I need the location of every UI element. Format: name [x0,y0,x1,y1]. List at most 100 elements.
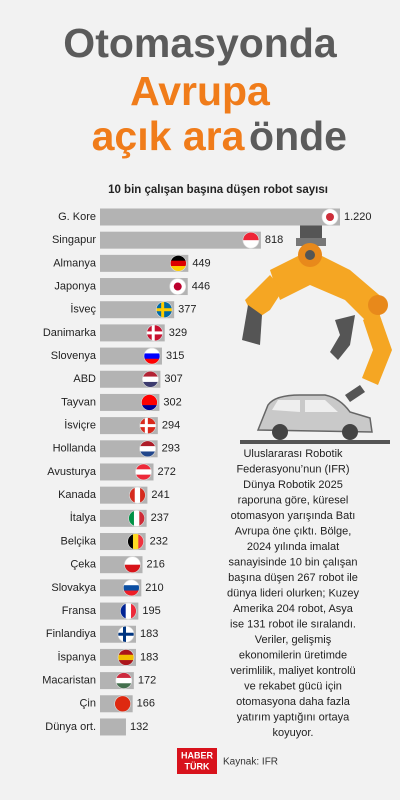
value-label: 315 [166,350,184,362]
flag-ring [141,394,158,411]
flag-ring [143,347,161,365]
flag-stripe [118,654,134,661]
value-label: 172 [138,675,156,687]
title-line: açık ara [92,113,246,159]
title-line: Avrupa [130,68,271,114]
annotation-line: dünya lideri olurken; Kuzey [227,587,360,599]
flag-stripe [115,677,132,684]
flag [118,626,134,643]
flag [156,301,173,318]
category-label: Almanya [53,257,97,269]
value-label: 272 [158,466,176,478]
flag [129,487,146,504]
flag [170,255,187,272]
flag-stripe [115,683,132,689]
flag [127,533,144,550]
flag-stripe [131,603,137,620]
category-label: İsveç [70,303,96,316]
annotation-line: başına düşen 267 robot ile [228,572,358,584]
flag-stripe [170,260,187,267]
flag-stripe [123,585,140,591]
flag-ring [117,625,135,643]
flag-stripe [129,487,136,504]
annotation-line: otomasyona daha fazla [236,696,351,708]
flag [114,695,131,712]
value-label: 232 [150,535,168,547]
category-label: Kanada [58,489,97,501]
flag-stripe [132,533,139,550]
flag-stripe [170,255,187,261]
flag-stripe [124,556,141,565]
flag-stripe [128,510,135,527]
logo-text: TÜRK [185,761,210,771]
flag-stripe [125,603,132,620]
value-label: 183 [140,651,158,663]
value-label: 183 [140,628,158,640]
flag-ring [114,695,131,713]
flag-cross [161,301,165,318]
value-label: 216 [146,559,164,571]
flag [322,209,338,225]
bar [100,301,175,319]
source: Kaynak: IFR [223,757,278,768]
flag-cross [144,417,148,434]
flag-ring [142,370,159,388]
flag-stripe [123,579,140,586]
robot-illustration [240,222,392,444]
flag [123,579,140,596]
flag-stripe [143,348,160,354]
annotation-line: sanayisinde 10 bin çalışan [228,556,357,568]
flag-stripe [124,564,141,573]
category-label: Finlandiya [46,628,97,640]
flag-stripe [139,446,156,452]
flag-ring [146,324,164,342]
subtitle: 10 bin çalışan başına düşen robot sayısı [108,184,328,196]
logo: HABER TÜRK [177,748,217,774]
flag-stripe [127,533,134,550]
annotation-line: Dünya Robotik 2025 [243,479,343,491]
bar [100,208,340,226]
annotation-line: ekonomilerin üretimde [239,649,347,661]
flag [118,649,134,666]
annotation-line: Uluslararası Robotik [243,448,343,460]
flag [141,394,158,411]
flag-cross [151,324,155,341]
annotation-line: Federasyonu’nun (IFR) [236,463,349,475]
flag-stripe [142,376,159,383]
flag-stripe [242,240,259,249]
flag-ring [321,208,339,226]
annotation-line: koyuyor. [273,727,314,739]
category-label: Slovakya [51,582,97,594]
flag-dot [326,213,334,221]
value-label: 132 [130,721,148,733]
flag [143,348,160,365]
flag-ring [139,417,157,434]
flag-stripe [242,232,259,241]
flag-ring [139,440,156,458]
flag-stripe [120,603,126,620]
category-label: İtalya [70,511,97,524]
value-label: 293 [162,443,180,455]
bar [100,278,188,296]
flag-cross [123,626,126,643]
annotation-line: Amerika 204 robot, Asya [233,603,354,615]
value-label: 302 [163,396,181,408]
flag-stripe [140,487,146,504]
category-label: Dünya ort. [45,721,96,733]
bar [100,718,126,736]
value-label: 210 [145,582,163,594]
flag [135,463,152,480]
annotation-line: 2024 yılında imalat [247,541,339,553]
flag [124,556,141,573]
title-line: önde [249,113,347,159]
bar [100,231,261,249]
flag-ring [135,463,152,481]
flag-stripe [114,695,131,712]
flag-ring [123,579,140,597]
annotation-line: yatırım yaptığını ortaya [237,711,350,723]
category-label: Çin [79,698,96,710]
value-label: 294 [162,420,180,432]
annotation-line: verimlilik, maliyet kontrolü [230,665,355,677]
flag-ring [117,649,135,666]
value-label: 307 [164,373,182,385]
